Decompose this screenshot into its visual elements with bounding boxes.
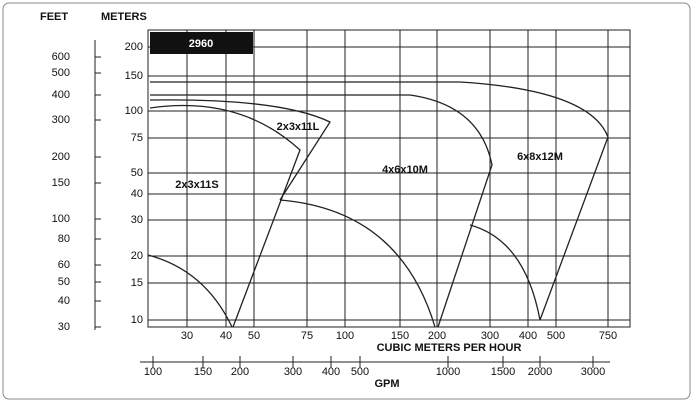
gpm-tick-label: 400 [322,366,340,378]
feet-tick-label: 200 [52,151,70,163]
speed-label: 2960 [189,38,213,50]
curve [150,81,609,321]
flow-tick-label: 50 [248,330,260,342]
flow-tick-label: 400 [519,330,537,342]
gpm-tick-label: 2000 [528,366,552,378]
meter-tick-label: 15 [131,277,143,289]
flow-tick-label: 500 [547,330,565,342]
feet-tick-label: 60 [58,259,70,271]
gpm-tick-label: 100 [144,366,162,378]
feet-label: FEET [40,11,68,23]
region-label: 2x3x11S [175,179,218,191]
meter-tick-label: 40 [131,188,143,200]
curve [149,99,331,201]
frame [2,2,691,400]
gpm-tick-label: 300 [284,366,302,378]
curve [469,224,541,321]
gpm-tick-label: 1000 [436,366,460,378]
meter-tick-label: 150 [125,70,143,82]
curve [150,94,493,328]
gpm-tick-label: 200 [231,366,249,378]
gpm-tick-label: 150 [194,366,212,378]
region-label: 6x8x12M [517,151,563,163]
meter-tick-label: 100 [125,105,143,117]
meter-tick-label: 50 [131,167,143,179]
coverage-curves [147,81,609,328]
meters-label: METERS [101,11,147,23]
feet-tick-label: 40 [58,295,70,307]
flow-tick-label: 40 [220,330,232,342]
meter-tick-label: 200 [125,41,143,53]
gpm-tick-label: 500 [351,366,369,378]
feet-tick-label: 150 [52,177,70,189]
gpm-axis-label: GPM [374,378,399,390]
feet-tick-label: 500 [52,67,70,79]
gpm-tick-label: 1500 [491,366,515,378]
feet-tick-label: 100 [52,213,70,225]
flow-tick-label: 100 [336,330,354,342]
plot-frame [147,29,631,328]
flow-tick-label: 750 [599,330,617,342]
flow-tick-label: 150 [391,330,409,342]
feet-tick-label: 30 [58,321,70,333]
flow-tick-label: 30 [181,330,193,342]
grid [95,29,631,328]
flow-axis-label: CUBIC METERS PER HOUR [377,342,522,354]
flow-tick-label: 200 [428,330,446,342]
feet-tick-label: 600 [52,51,70,63]
curve [147,254,233,328]
region-label: 2x3x11L [277,121,320,133]
gpm-tick-label: 3000 [581,366,605,378]
flow-tick-label: 75 [301,330,313,342]
feet-tick-label: 80 [58,233,70,245]
feet-tick-label: 50 [58,276,70,288]
feet-tick-label: 400 [52,89,70,101]
speed-box [150,32,253,54]
meter-tick-label: 20 [131,250,143,262]
region-label: 4x6x10M [382,164,428,176]
flow-tick-label: 300 [481,330,499,342]
feet-tick-label: 300 [52,114,70,126]
meter-tick-label: 10 [131,314,143,326]
curve [149,104,301,328]
meter-tick-label: 30 [131,214,143,226]
curve [279,199,436,328]
meter-tick-label: 75 [131,132,143,144]
